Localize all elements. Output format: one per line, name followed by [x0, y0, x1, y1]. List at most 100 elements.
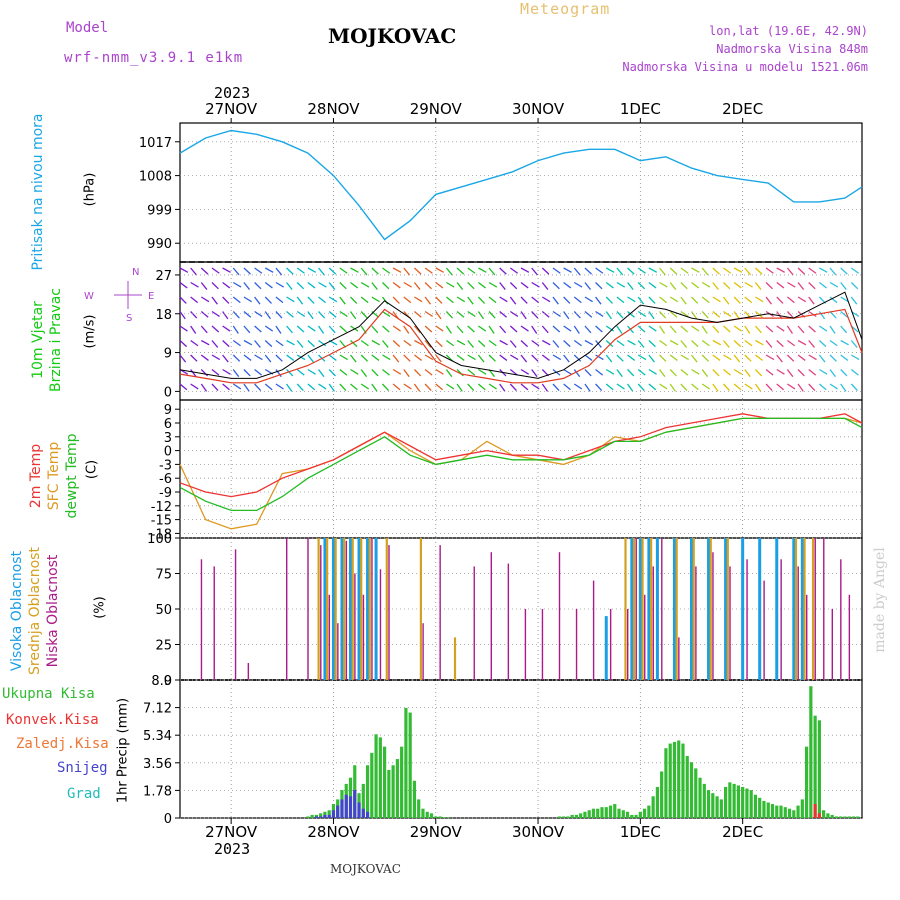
wind-barb: [254, 267, 263, 274]
precip-bar: [600, 807, 604, 818]
wind-barb: [818, 383, 827, 391]
wind-barb: [690, 354, 698, 363]
wind-barb: [339, 296, 346, 305]
wind-barb: [818, 311, 826, 320]
wind-barb: [403, 354, 411, 362]
wind-barb: [840, 311, 848, 318]
ytick-label: 5.34: [143, 729, 172, 744]
cloud-bar: [780, 559, 782, 680]
wind-barb: [510, 354, 519, 361]
wind-barb: [190, 296, 199, 304]
wind-barb: [595, 325, 603, 333]
wind-barb: [701, 369, 709, 378]
cloud-bar: [724, 538, 728, 680]
wind-barb: [392, 267, 402, 273]
wind-barb: [573, 281, 583, 288]
wind-barb: [446, 296, 454, 304]
cloud-bar: [374, 538, 378, 680]
cloud-bar: [388, 545, 390, 680]
wind-barb: [243, 339, 253, 346]
precip-bar: [732, 783, 736, 818]
wind-barb: [680, 267, 689, 274]
precip-bar: [685, 755, 689, 818]
ytick-label: 0: [164, 812, 172, 827]
wind-barb: [808, 368, 817, 376]
wind-barb: [499, 325, 507, 334]
wind-barb: [286, 282, 293, 290]
wind-barb: [232, 383, 242, 390]
precip-bar: [566, 816, 570, 818]
wind-barb: [200, 354, 209, 361]
precip-bar: [711, 793, 715, 818]
wind-barb: [318, 311, 326, 319]
wind-barb: [264, 340, 273, 348]
wind-barb: [307, 354, 314, 363]
precip-bar: [830, 814, 834, 818]
wind-barb: [808, 354, 817, 361]
wind-barb: [499, 354, 508, 361]
wind-barb: [829, 354, 837, 362]
wind-barb: [552, 383, 560, 392]
wind-barb: [605, 325, 615, 332]
wind-barb: [222, 340, 230, 348]
wind-barb: [829, 325, 836, 334]
cloud-bar: [439, 545, 441, 680]
wind-barb: [328, 354, 337, 361]
wind-barb: [531, 383, 540, 390]
precip-bar: [775, 805, 779, 818]
wind-barb: [254, 368, 263, 376]
wind-barb: [232, 296, 241, 304]
wind-barb: [808, 325, 816, 333]
wind-barb: [733, 281, 742, 289]
wind-barb: [797, 354, 806, 361]
wind-barb: [744, 296, 753, 304]
cloud-bar: [317, 538, 320, 680]
wind-barb: [712, 369, 720, 377]
wind-barb: [584, 282, 592, 290]
wind-barb: [414, 311, 422, 318]
precip-bar: [779, 805, 783, 818]
wind-barb: [616, 369, 623, 378]
cloud-bar: [362, 594, 365, 680]
wind-barb: [424, 282, 432, 290]
wind-barb: [595, 296, 602, 305]
wind-barb: [392, 281, 401, 289]
wind-barb: [552, 267, 561, 274]
cloud-bar: [357, 538, 361, 680]
wind-barb: [414, 296, 423, 303]
precip-bar: [787, 808, 792, 818]
ytick-label: 27: [155, 269, 172, 284]
cloud-bar: [320, 545, 322, 680]
wind-barb: [350, 340, 358, 348]
wind-barb: [669, 369, 677, 377]
cloud-bar: [368, 538, 371, 680]
wind-barb: [754, 325, 762, 334]
wind-barb: [477, 311, 485, 320]
cloud-bar: [422, 623, 424, 680]
wind-barb: [509, 325, 518, 333]
wind-barb: [382, 310, 391, 317]
wind-barb: [691, 281, 700, 289]
wind-barb: [744, 383, 753, 390]
wind-barb: [584, 354, 593, 361]
wind-barb: [744, 369, 751, 378]
cloud-bar: [323, 538, 327, 680]
wind-barb: [765, 354, 775, 361]
wind-barb: [659, 369, 666, 378]
wind-barb: [659, 311, 667, 319]
wind-barb: [669, 325, 677, 334]
wind-barb: [541, 354, 550, 361]
wind-barb: [531, 325, 538, 334]
wind-barb: [275, 281, 285, 288]
wind-barb: [648, 340, 656, 348]
wind-barb: [754, 267, 763, 275]
wind-barb: [755, 311, 763, 318]
wind-barb: [328, 325, 336, 334]
ytick-label: 7.12: [143, 702, 172, 717]
ytick-label: 0: [164, 385, 172, 400]
wind-barb: [659, 296, 667, 304]
precip-bar: [596, 808, 600, 818]
precip-bar: [583, 811, 587, 818]
wind-barb: [211, 310, 220, 317]
precip-bar: [395, 759, 399, 818]
